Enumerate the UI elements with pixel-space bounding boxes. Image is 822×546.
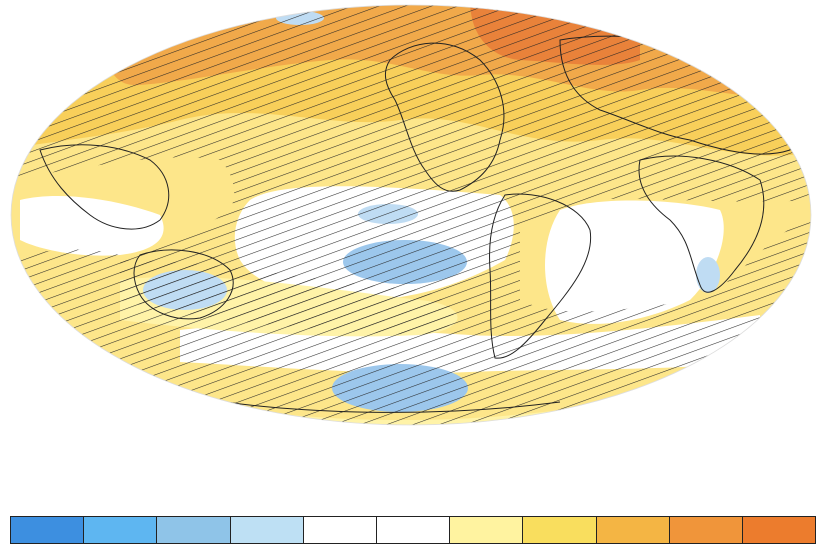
- legend-swatch-8: [596, 517, 670, 543]
- legend-swatch-6: [450, 517, 524, 543]
- map-fill-layer: [11, 5, 811, 425]
- legend-swatch-10: [742, 517, 816, 543]
- legend-swatch-9: [669, 517, 743, 543]
- temperature-map: [10, 4, 812, 426]
- north-america-coast: [384, 42, 505, 192]
- legend-swatch-4: [303, 517, 377, 543]
- legend-swatch-1: [84, 517, 158, 543]
- antarctica-coast: [199, 397, 561, 413]
- australia-coast: [133, 249, 234, 320]
- legend-swatch-7: [523, 517, 597, 543]
- south-atlantic-cool-patch: [696, 257, 720, 293]
- africa-coast: [638, 155, 765, 293]
- south-america-coast: [489, 193, 592, 359]
- legend-swatch-0: [11, 517, 85, 543]
- hatching-overlay: [11, 5, 811, 425]
- asia-east-coast: [39, 144, 170, 230]
- legend-swatch-2: [157, 517, 231, 543]
- indian-neutral-zone: [20, 195, 164, 256]
- legend-swatch-5: [376, 517, 451, 543]
- globe-outline: [10, 4, 812, 426]
- coastlines: [39, 35, 795, 413]
- legend-swatch-3: [230, 517, 304, 543]
- color-scale-legend: [10, 516, 816, 544]
- hatching-southern: [120, 260, 454, 335]
- world-map: [10, 4, 812, 426]
